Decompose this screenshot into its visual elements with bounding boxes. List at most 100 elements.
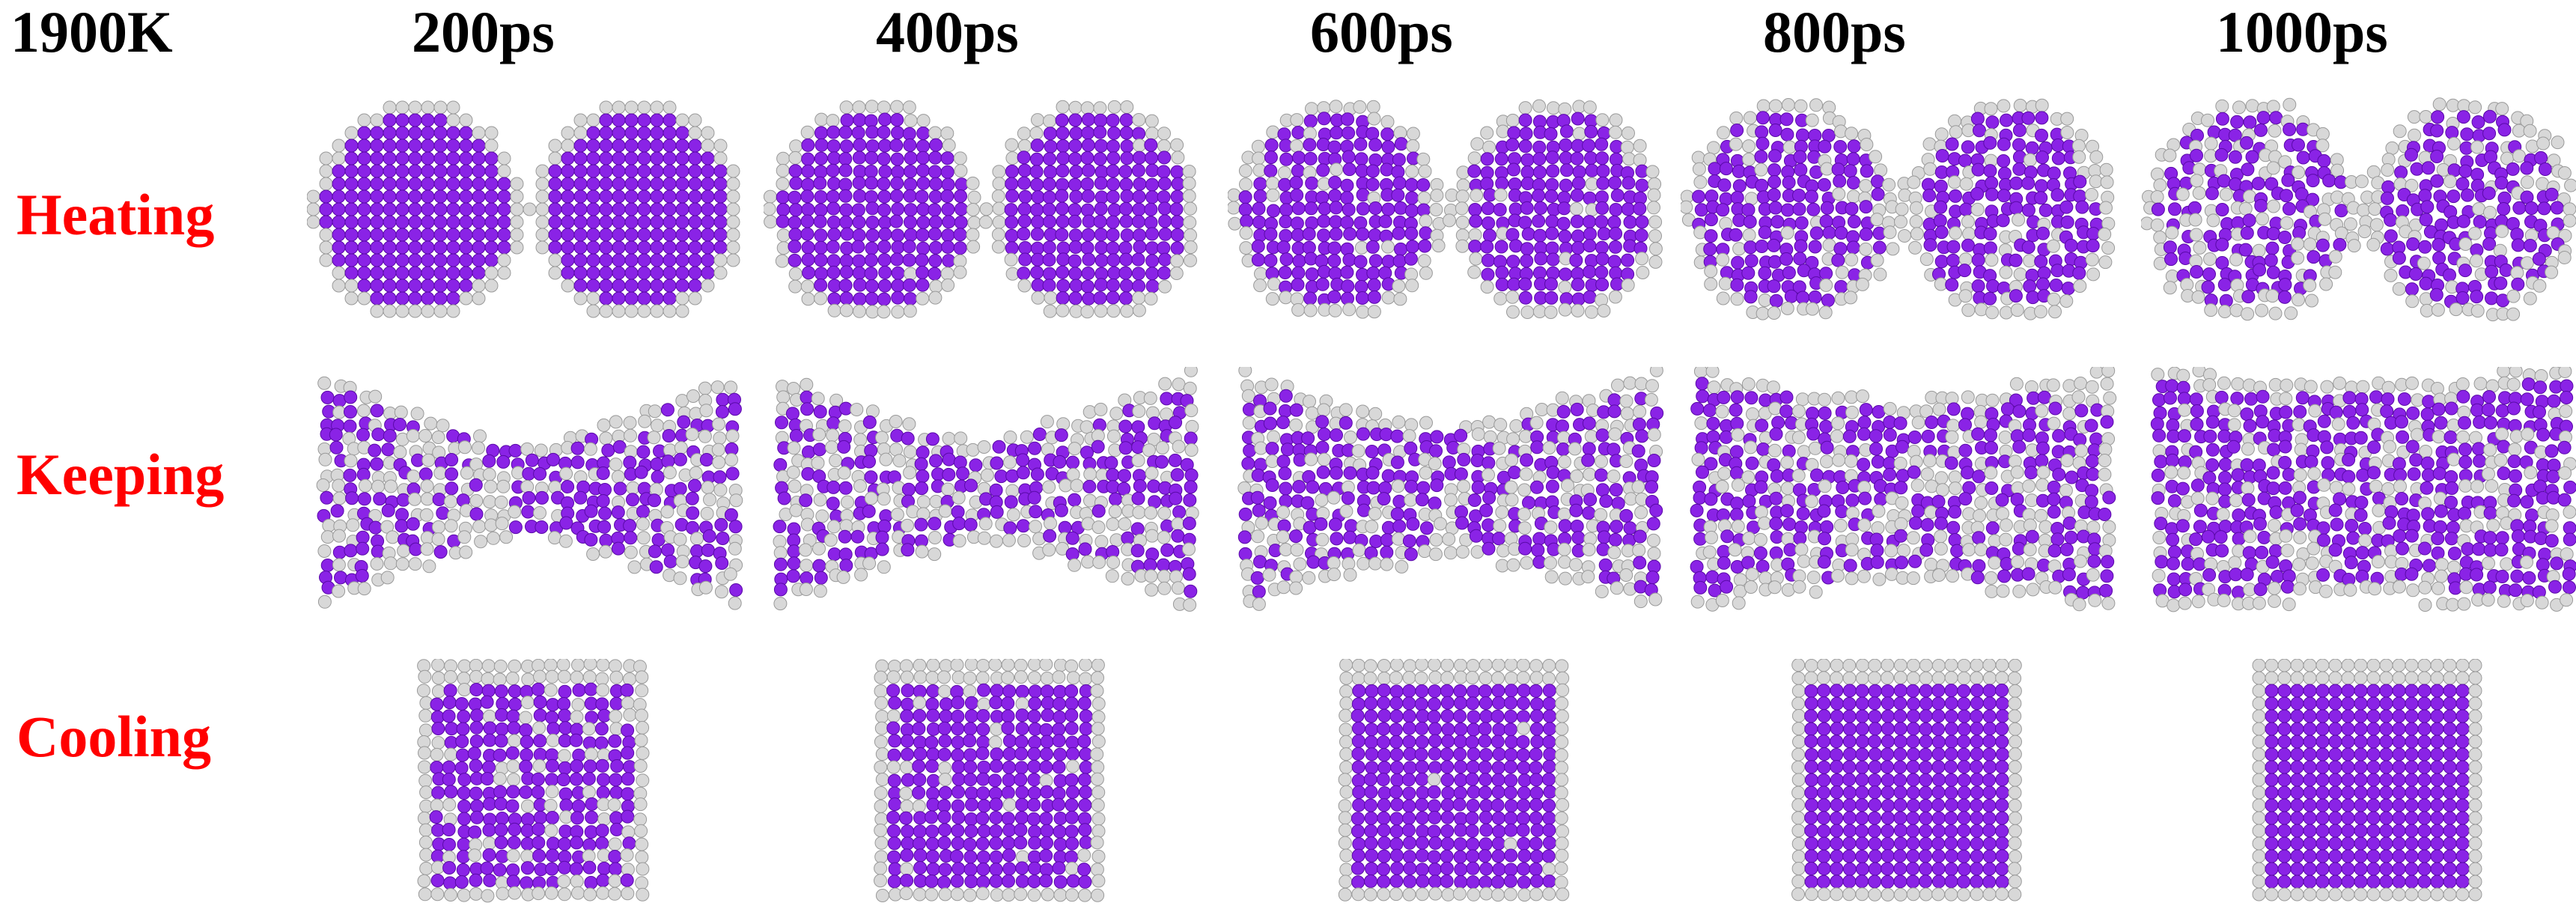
atom-surface xyxy=(332,585,345,598)
atom-surface xyxy=(1621,141,1633,153)
atom-core xyxy=(434,267,447,279)
atom-core xyxy=(1057,253,1070,266)
atom-surface xyxy=(1434,517,1447,530)
atom-core xyxy=(2292,139,2305,151)
atom-core xyxy=(1344,228,1356,240)
snapshot-heating-800ps xyxy=(1681,88,2122,335)
atom-core xyxy=(557,773,570,786)
atom-core xyxy=(828,548,841,561)
atom-core xyxy=(321,559,334,572)
atom-core xyxy=(1483,491,1496,504)
atom-surface xyxy=(929,291,942,304)
atom-core xyxy=(1240,215,1253,228)
atom-surface xyxy=(458,441,471,454)
atom-core xyxy=(1316,191,1329,204)
atom-core xyxy=(460,203,472,216)
atom-core xyxy=(1720,162,1732,175)
atom-core xyxy=(1609,177,1622,189)
atom-core xyxy=(1742,556,1755,569)
atom-surface xyxy=(2059,484,2072,497)
atom-surface xyxy=(2098,468,2111,481)
atom-core xyxy=(484,734,496,747)
atom-core xyxy=(625,114,638,127)
atom-core xyxy=(610,812,623,824)
atom-core xyxy=(371,203,383,216)
atom-core xyxy=(1119,242,1132,255)
atom-core xyxy=(801,228,814,240)
atom-core xyxy=(2270,112,2283,124)
atom-surface xyxy=(1356,305,1369,318)
atom-core xyxy=(2035,112,2048,124)
atom-core xyxy=(598,520,611,533)
atom-core xyxy=(1095,191,1108,204)
atom-surface xyxy=(704,493,716,506)
atom-core xyxy=(863,416,876,428)
atom-core xyxy=(570,760,583,773)
atom-core xyxy=(1121,152,1133,165)
atom-core xyxy=(1481,153,1493,165)
atom-core xyxy=(1317,164,1330,177)
atom-surface xyxy=(1357,557,1370,570)
atom-core xyxy=(1354,216,1367,229)
atom-core xyxy=(1597,165,1610,177)
atom-core xyxy=(560,517,573,529)
atom-surface xyxy=(570,711,583,723)
atom-core xyxy=(600,203,612,216)
atom-core xyxy=(1132,441,1145,454)
atom-surface xyxy=(1430,204,1443,216)
atom-core xyxy=(574,491,587,504)
atom-core xyxy=(1797,507,1809,520)
atom-core xyxy=(1984,228,1997,240)
atom-core xyxy=(582,773,595,785)
atom-core xyxy=(1509,240,1522,252)
atom-core xyxy=(1608,394,1621,407)
atom-surface xyxy=(1254,279,1267,292)
atom-surface xyxy=(2560,405,2572,418)
atom-surface xyxy=(2204,253,2217,266)
atom-surface xyxy=(2189,213,2202,226)
atom-surface xyxy=(394,446,407,458)
atom-core xyxy=(1519,114,1532,127)
atom-surface xyxy=(1923,454,1936,467)
atom-core xyxy=(624,532,637,544)
atom-core xyxy=(2551,557,2563,570)
atom-core xyxy=(2168,495,2181,508)
atom-surface xyxy=(1484,431,1496,443)
atom-core xyxy=(1583,507,1595,520)
atom-core xyxy=(2216,204,2229,216)
atom-core xyxy=(621,773,634,785)
atom-surface xyxy=(2024,153,2036,166)
atom-core xyxy=(1356,228,1369,240)
atom-core xyxy=(1769,201,1782,214)
atom-surface xyxy=(636,684,648,697)
atom-core xyxy=(1057,152,1070,165)
atom-core xyxy=(1239,508,1252,520)
atom-surface xyxy=(1406,279,1419,292)
atom-surface xyxy=(917,115,930,127)
atom-core xyxy=(371,216,383,228)
atom-core xyxy=(1366,240,1379,253)
atom-surface xyxy=(621,697,634,710)
atom-core xyxy=(421,203,434,216)
atom-surface xyxy=(383,305,396,317)
atom-surface xyxy=(1874,268,1887,281)
atom-core xyxy=(828,152,841,165)
atom-core xyxy=(344,420,356,433)
atom-core xyxy=(788,216,801,229)
atom-core xyxy=(1280,153,1293,165)
atom-core xyxy=(358,190,371,203)
atom-surface xyxy=(371,114,383,127)
atom-core xyxy=(612,190,625,203)
atom-surface xyxy=(2193,186,2205,199)
atom-core xyxy=(1745,392,1758,404)
atom-surface xyxy=(1418,255,1431,267)
atom-surface xyxy=(2256,213,2269,225)
atom-surface xyxy=(1923,138,1936,151)
atom-core xyxy=(2459,165,2472,177)
atom-core xyxy=(2470,568,2483,581)
atom-core xyxy=(1972,254,1985,267)
atom-core xyxy=(2013,405,2026,418)
atom-core xyxy=(1031,468,1044,481)
atom-core xyxy=(689,279,701,292)
atom-core xyxy=(1782,204,1794,216)
